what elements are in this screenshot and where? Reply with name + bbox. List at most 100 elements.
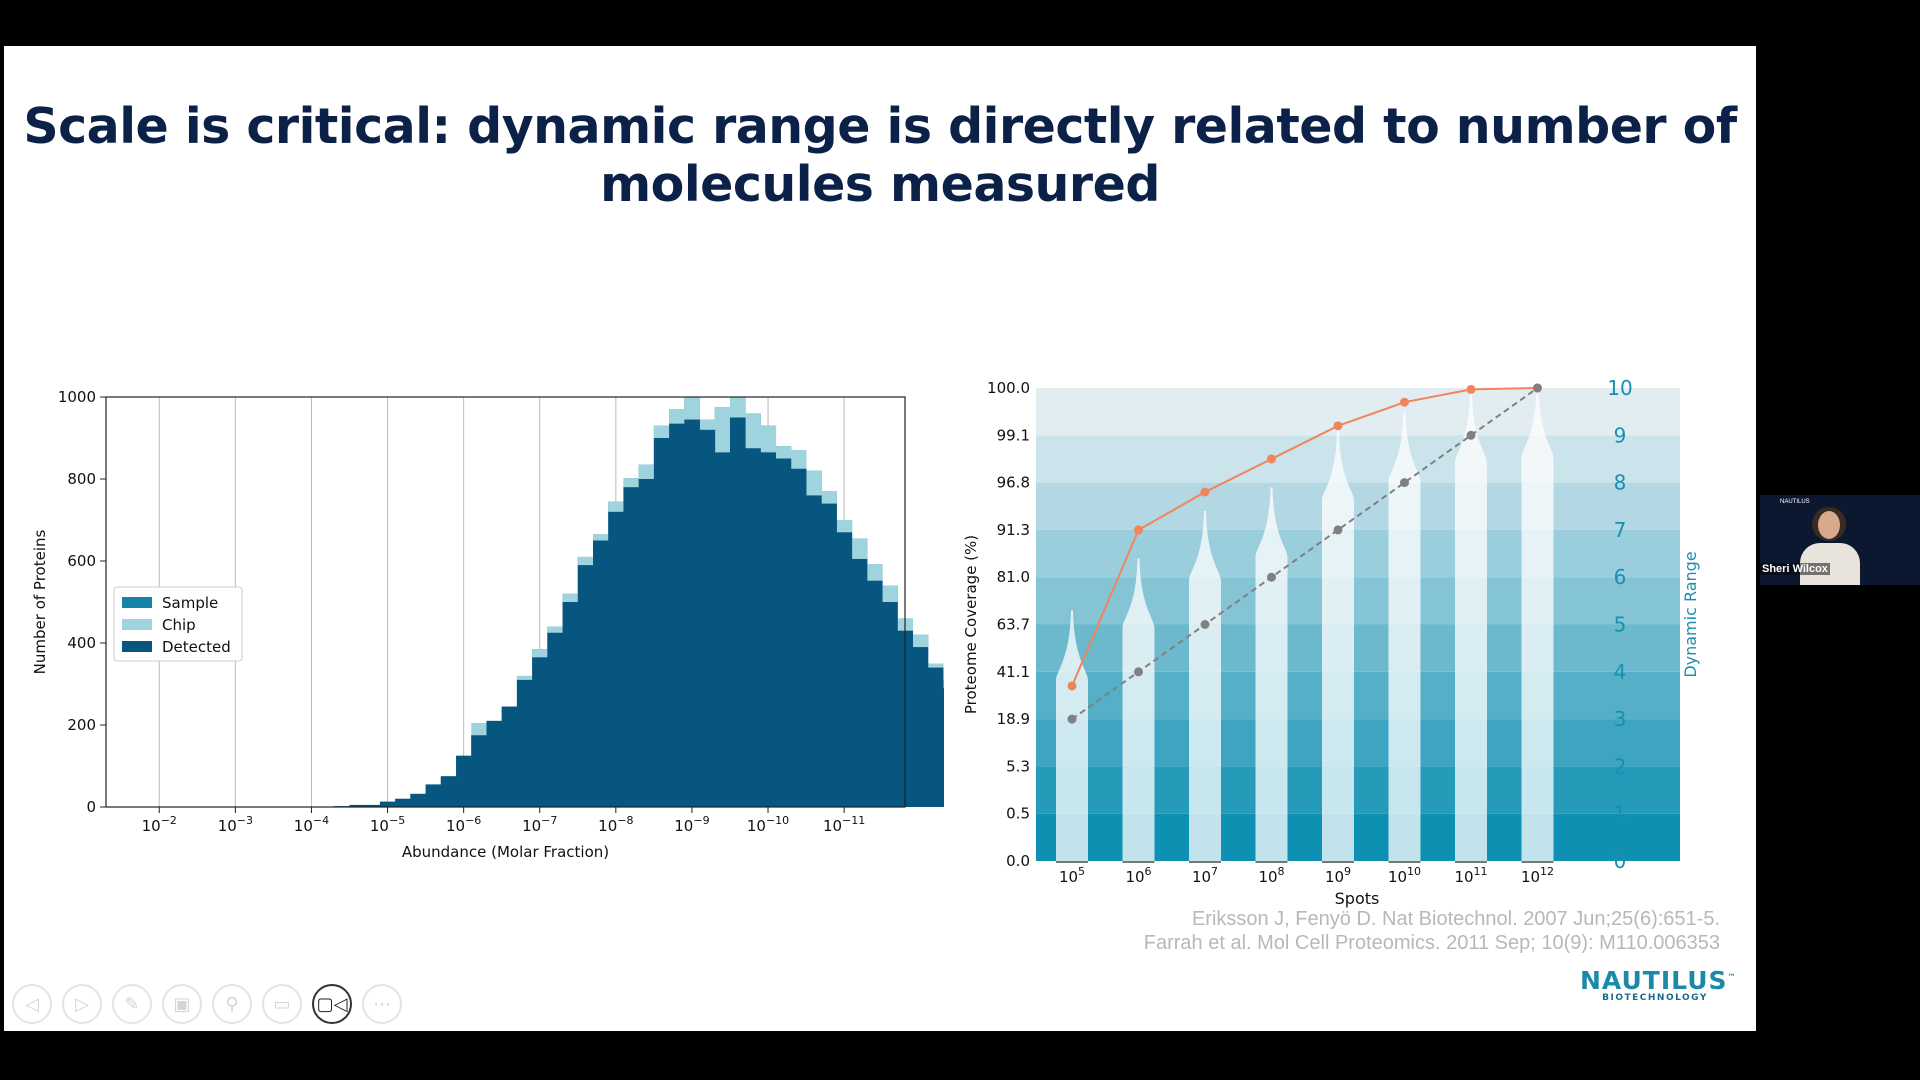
dynamic-range-label: 6 xyxy=(1614,565,1627,589)
histogram-bar-detected xyxy=(395,798,411,807)
x-tick-label: 10−10 xyxy=(747,814,789,835)
histogram-bar-detected xyxy=(714,452,731,807)
coverage-point xyxy=(1400,397,1409,407)
histogram-bar-detected xyxy=(379,801,396,807)
histogram-bar-detected xyxy=(760,452,777,807)
x-tick-label: 10−9 xyxy=(674,814,709,835)
violin-shape xyxy=(1189,510,1221,861)
histogram-bar-detected xyxy=(532,657,548,807)
camera-icon[interactable]: ▢◁ xyxy=(312,984,352,1024)
histogram-bar-detected xyxy=(547,632,563,807)
coverage-line xyxy=(1071,387,1538,687)
x-tick-label: 109 xyxy=(1325,865,1351,886)
x-tick-label: 107 xyxy=(1192,865,1218,886)
y-tick-label: 5.3 xyxy=(1006,757,1030,775)
y-tick-label: 81.0 xyxy=(997,568,1030,586)
histogram-bar-detected xyxy=(927,667,944,807)
coverage-point xyxy=(1466,384,1476,394)
y-tick-label: 41.1 xyxy=(997,663,1030,681)
more-options-icon[interactable]: ⋯ xyxy=(362,984,402,1024)
subtitles-icon[interactable]: ▭ xyxy=(262,984,302,1024)
y-tick-label: 1000 xyxy=(58,388,96,406)
histogram-bar-detected xyxy=(775,458,792,807)
video-badge: NAUTILUS xyxy=(1780,499,1810,505)
spots-point xyxy=(1134,667,1143,677)
dynamic-range-label: 9 xyxy=(1614,423,1627,447)
histogram-bar-detected xyxy=(577,565,594,807)
y-tick-label: 99.1 xyxy=(997,426,1030,444)
presentation-toolbar: ◁ ▷ ✎ ▣ ⚲ ▭ ▢◁ ⋯ xyxy=(12,984,402,1028)
histogram-bar-detected xyxy=(608,511,624,807)
right-axis-label: Dynamic Range xyxy=(1681,551,1700,677)
histogram-bar-detected xyxy=(425,784,442,807)
x-tick-label: 10−8 xyxy=(598,814,633,835)
dynamic-range-label: 8 xyxy=(1614,471,1627,495)
y-tick-label: 600 xyxy=(67,552,96,570)
y-axis-label: Number of Proteins xyxy=(31,529,49,674)
coverage-point xyxy=(1200,487,1210,497)
histogram-bar-detected xyxy=(699,429,716,807)
x-tick-label: 10−7 xyxy=(522,814,557,835)
violin-shape xyxy=(1255,487,1288,861)
histogram-bar-detected xyxy=(806,495,822,807)
x-tick-label: 105 xyxy=(1059,865,1085,886)
violin-shape xyxy=(1122,558,1155,861)
x-tick-label: 108 xyxy=(1258,865,1284,886)
histogram-bar-detected xyxy=(866,580,883,807)
x-tick-label: 10−2 xyxy=(142,814,177,835)
x-tick-label: 10−6 xyxy=(446,814,481,835)
slide-title-line-2: molecules measured xyxy=(600,156,1160,213)
spots-line xyxy=(1071,387,1539,720)
spots-point xyxy=(1533,383,1542,393)
histogram-bar-detected xyxy=(471,735,487,807)
dynamic-range-label: 1 xyxy=(1614,802,1627,826)
y-tick-label: 400 xyxy=(67,634,96,652)
citation-2: Farrah et al. Mol Cell Proteomics. 2011 … xyxy=(1143,932,1720,954)
x-tick-label: 10−11 xyxy=(823,814,865,835)
legend-label-sample: Sample xyxy=(162,594,218,612)
histogram-bar-detected xyxy=(501,706,518,807)
nautilus-logo: NAUTILUS™ BIOTECHNOLOGY xyxy=(1580,966,1736,1003)
next-slide-icon[interactable]: ▷ xyxy=(62,984,102,1024)
dynamic-range-band xyxy=(1036,482,1680,530)
x-tick-label: 1010 xyxy=(1388,865,1421,886)
violin-shape xyxy=(1455,392,1487,861)
x-tick-label: 10−5 xyxy=(370,814,405,835)
video-thumbnail[interactable]: NAUTILUS Sheri Wilcox xyxy=(1760,495,1920,585)
y-axis-label: Proteome Coverage (%) xyxy=(962,535,980,714)
plot-frame xyxy=(105,396,906,808)
slides-grid-icon[interactable]: ▣ xyxy=(162,984,202,1024)
zoom-icon[interactable]: ⚲ xyxy=(212,984,252,1024)
previous-slide-icon[interactable]: ◁ xyxy=(12,984,52,1024)
histogram-bar-detected xyxy=(440,776,457,807)
speaker-name: Sheri Wilcox xyxy=(1760,563,1830,575)
pen-icon[interactable]: ✎ xyxy=(112,984,152,1024)
dynamic-range-label: 3 xyxy=(1614,707,1627,731)
x-tick-label: 1011 xyxy=(1454,865,1487,886)
y-tick-label: 91.3 xyxy=(997,521,1030,539)
y-tick-label: 0 xyxy=(86,798,96,816)
spots-point xyxy=(1333,525,1343,535)
x-axis-label: Abundance (Molar Fraction) xyxy=(402,843,609,861)
legend-label-detected: Detected xyxy=(162,638,231,656)
histogram-chart: 0 200 400 600 800 1000 10−2 10−3 10−4 10−5 10−6 10−… xyxy=(31,388,944,861)
histogram-bar-detected xyxy=(516,679,533,807)
spots-point xyxy=(1267,572,1276,582)
histogram-bar-detected xyxy=(349,804,366,807)
y-tick-label: 0.0 xyxy=(1006,852,1030,870)
spots-point xyxy=(1067,714,1077,724)
y-tick-label: 0.5 xyxy=(1006,805,1030,823)
y-tick-label: 800 xyxy=(67,470,96,488)
x-tick-label: 106 xyxy=(1125,865,1151,886)
dynamic-range-label: 2 xyxy=(1614,754,1627,778)
violin-shape xyxy=(1056,610,1088,861)
logo-trademark: ™ xyxy=(1727,972,1737,982)
histogram-bar-detected xyxy=(745,448,761,807)
slide-title: Scale is critical: dynamic range is dire… xyxy=(4,98,1756,214)
dynamic-range-band xyxy=(1036,435,1680,483)
x-tick-label: 1012 xyxy=(1521,865,1554,886)
histogram-bar-detected xyxy=(821,503,837,807)
coverage-point xyxy=(1134,525,1143,535)
spots-point xyxy=(1400,478,1409,488)
citation-1: Eriksson J, Fenyö D. Nat Biotechnol. 200… xyxy=(1191,908,1720,930)
